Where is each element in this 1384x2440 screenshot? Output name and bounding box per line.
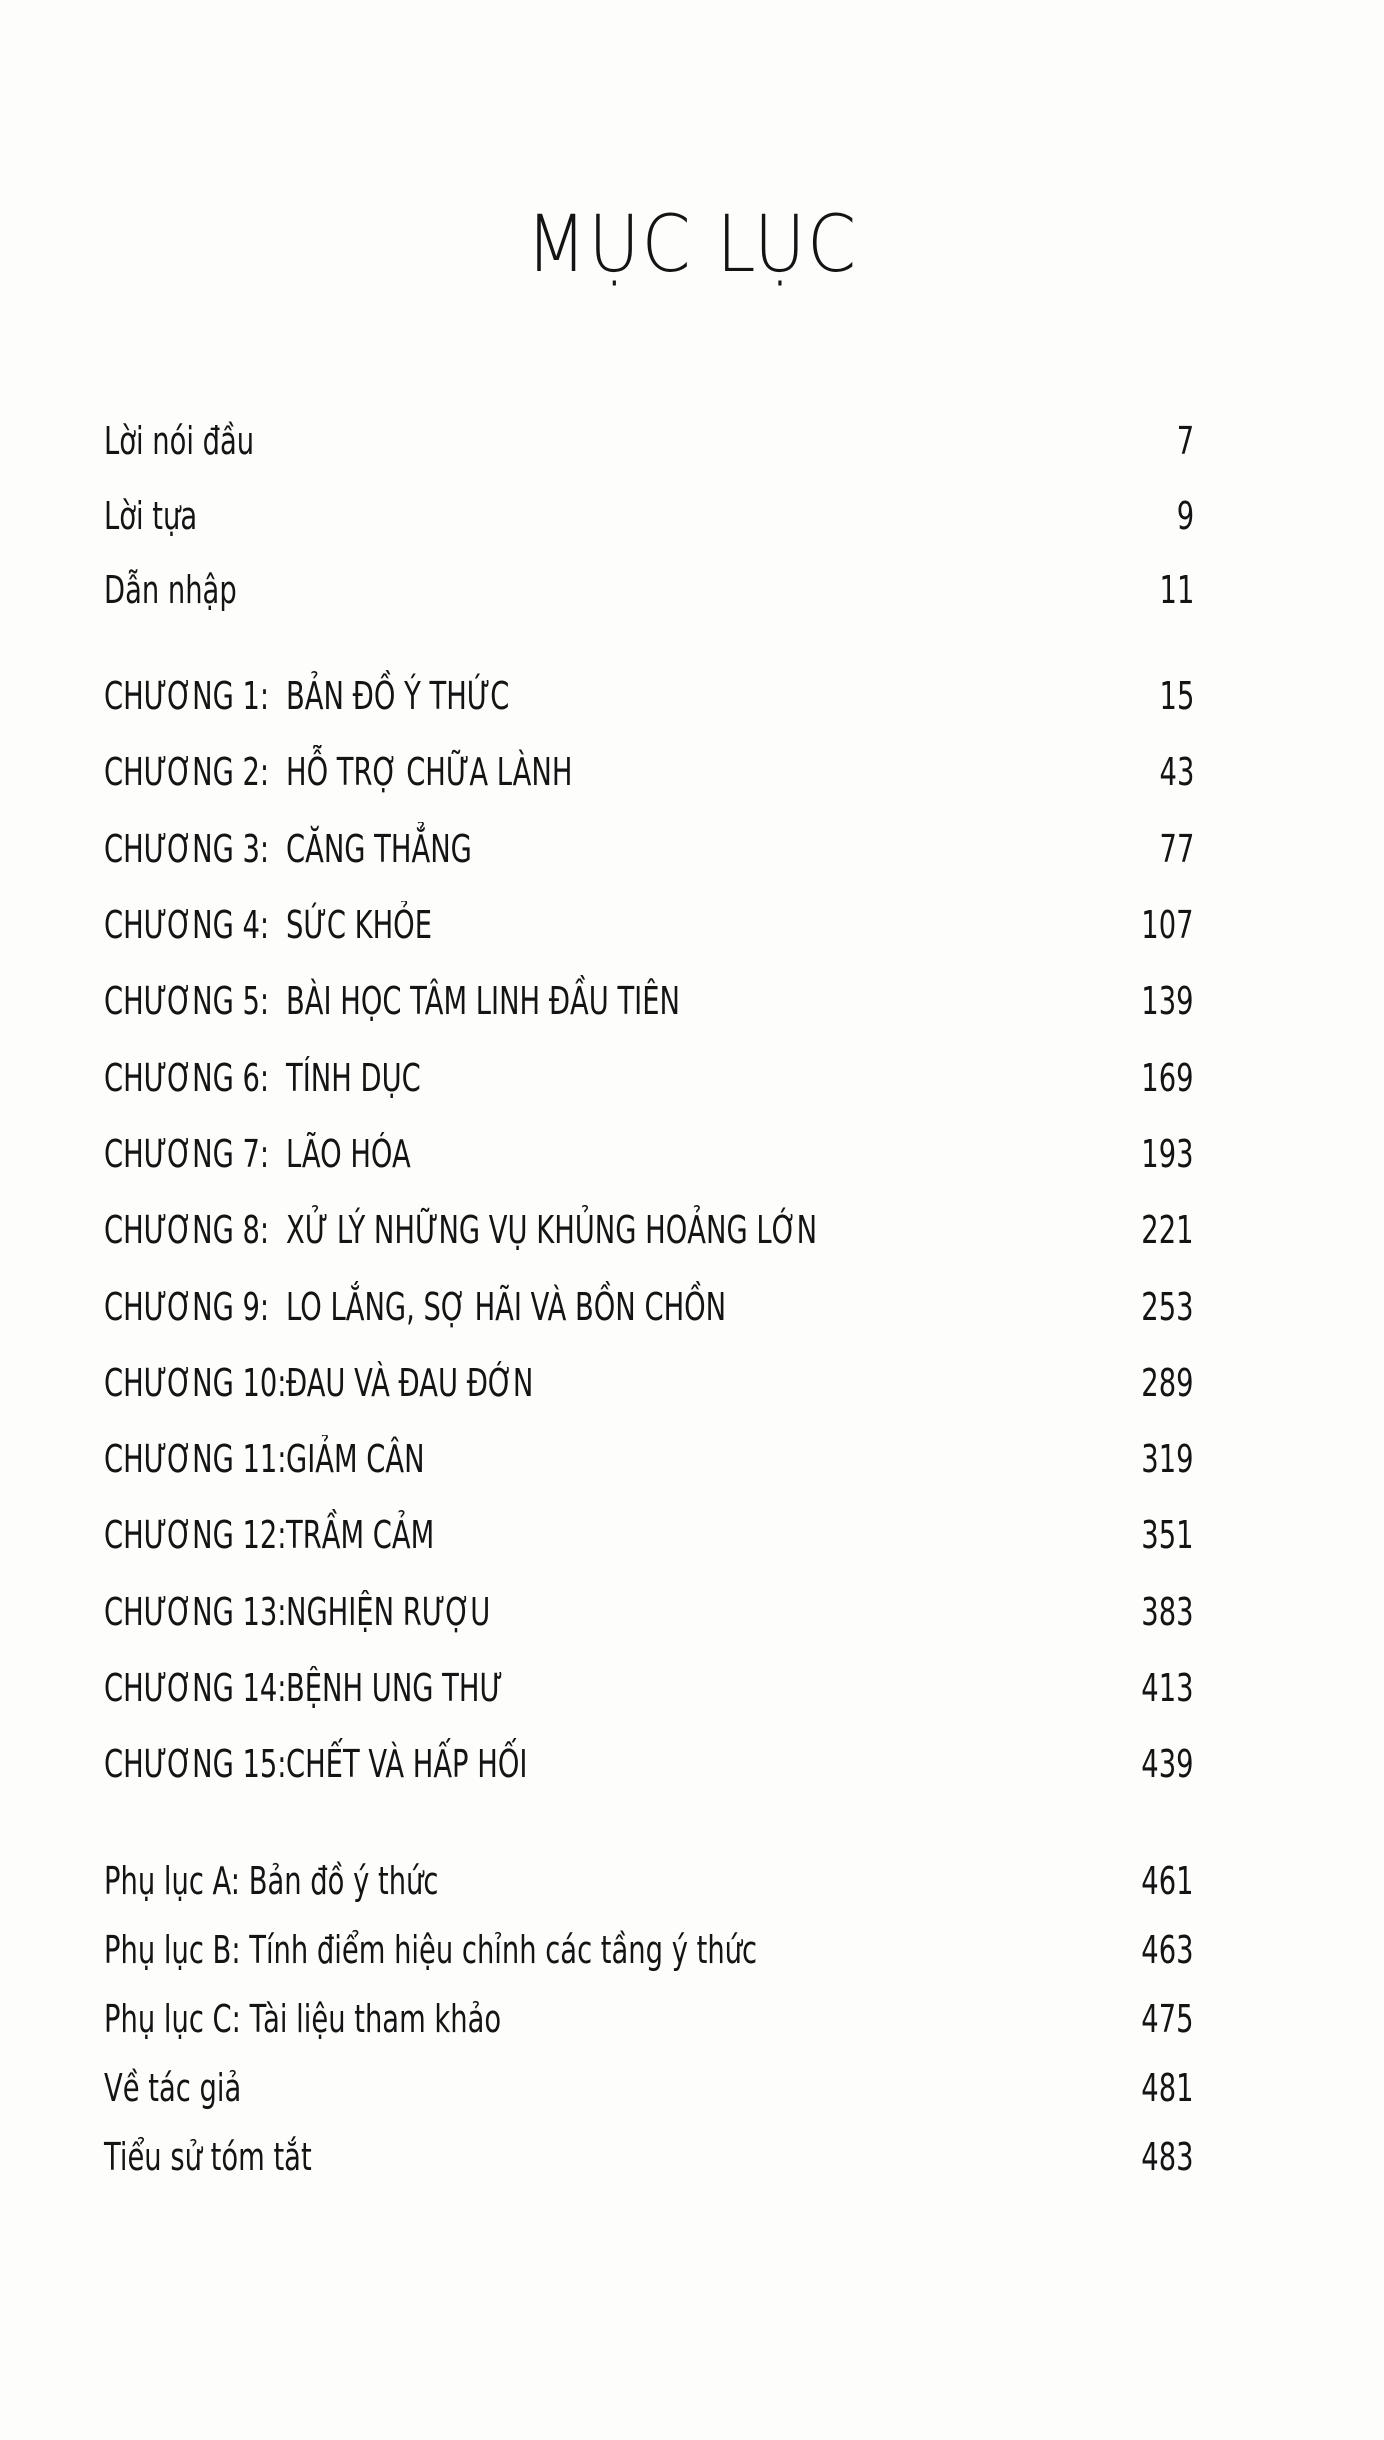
toc-entry[interactable]: Phụ lục A: Bản đồ ý thức 461 [104, 1846, 1194, 1915]
entry-label: Phụ lục C: Tài liệu tham khảo [104, 1996, 502, 2041]
chapter-label: CHƯƠNG 13: [104, 1589, 287, 1634]
entry-page-number: 483 [1141, 2134, 1194, 2179]
chapter-label: CHƯƠNG 1: [104, 674, 270, 719]
entry-page-number: 413 [1141, 1666, 1194, 1710]
entry-page-number: 9 [1176, 493, 1194, 538]
chapter-label: CHƯƠNG 15: [104, 1742, 287, 1787]
entry-page-number: 475 [1141, 1996, 1194, 2041]
chapter-entry[interactable]: CHƯƠNG 12: TRẦM CẢM 351 [104, 1497, 1194, 1573]
chapter-title: ĐAU VÀ ĐAU ĐỚN [286, 1360, 534, 1405]
chapter-title: BẢN ĐỒ Ý THỨC [286, 674, 510, 719]
chapter-title: CHẾT VÀ HẤP HỐI [286, 1742, 528, 1787]
entry-page-number: 289 [1141, 1360, 1194, 1405]
chapter-label: CHƯƠNG 5: [104, 979, 270, 1024]
chapter-title: BỆNH UNG THƯ [286, 1666, 503, 1710]
chapter-entry[interactable]: CHƯƠNG 2: HỖ TRỢ CHỮA LÀNH 43 [104, 734, 1194, 810]
entry-page-number: 107 [1141, 903, 1194, 948]
entry-page-number: 7 [1176, 419, 1194, 464]
chapter-title: TÍNH DỤC [286, 1055, 421, 1100]
chapter-title: XỬ LÝ NHỮNG VỤ KHỦNG HOẢNG LỚN [286, 1208, 818, 1253]
entry-page-number: 439 [1141, 1742, 1194, 1787]
chapter-list: CHƯƠNG 1: BẢN ĐỒ Ý THỨC 15 CHƯƠNG 2: HỖ TRỢ … [104, 658, 1194, 1802]
chapter-entry[interactable]: CHƯƠNG 5: BÀI HỌC TÂM LINH ĐẦU TIÊN 139 [104, 963, 1194, 1039]
chapter-label: CHƯƠNG 8: [104, 1208, 270, 1253]
toc-entry[interactable]: Về tác giả 481 [104, 2053, 1194, 2122]
entry-page-number: 139 [1141, 979, 1194, 1024]
toc-entry[interactable]: Tiểu sử tóm tắt 483 [104, 2122, 1194, 2191]
chapter-label: CHƯƠNG 3: [104, 826, 270, 871]
entry-page-number: 253 [1141, 1284, 1194, 1329]
chapter-entry[interactable]: CHƯƠNG 8: XỬ LÝ NHỮNG VỤ KHỦNG HOẢNG LỚN 2… [104, 1192, 1194, 1268]
entry-label: Phụ lục B: Tính điểm hiệu chỉnh các tầng… [104, 1927, 758, 1972]
entry-label: Tiểu sử tóm tắt [104, 2134, 312, 2179]
entry-label: Phụ lục A: Bản đồ ý thức [104, 1858, 439, 1903]
chapter-label: CHƯƠNG 6: [104, 1055, 270, 1100]
page-title: MỤC LỤC [526, 200, 858, 290]
chapter-title: TRẦM CẢM [286, 1513, 435, 1558]
chapter-label: CHƯƠNG 12: [104, 1513, 287, 1558]
entry-page-number: 11 [1159, 568, 1194, 613]
toc-entry[interactable]: Phụ lục B: Tính điểm hiệu chỉnh các tầng… [104, 1915, 1194, 1984]
chapter-title: GIẢM CÂN [286, 1437, 425, 1482]
entry-page-number: 383 [1141, 1589, 1194, 1634]
chapter-entry[interactable]: CHƯƠNG 11: GIẢM CÂN 319 [104, 1421, 1194, 1497]
entry-page-number: 463 [1141, 1927, 1194, 1972]
entry-page-number: 481 [1141, 2065, 1194, 2110]
entry-page-number: 169 [1141, 1055, 1194, 1100]
chapter-entry[interactable]: CHƯƠNG 6: TÍNH DỤC 169 [104, 1039, 1194, 1115]
entry-label: Về tác giả [104, 2065, 242, 2110]
entry-label: Lời nói đầu [104, 419, 255, 464]
chapter-entry[interactable]: CHƯƠNG 10: ĐAU VÀ ĐAU ĐỚN 289 [104, 1345, 1194, 1421]
chapter-title: LÃO HÓA [286, 1131, 411, 1176]
entry-label: Lời tựa [104, 493, 198, 538]
toc-entry[interactable]: Lời tựa 9 [104, 479, 1194, 554]
entry-page-number: 15 [1159, 674, 1194, 719]
chapter-title: CĂNG THẲNG [286, 826, 472, 871]
chapter-entry[interactable]: CHƯƠNG 9: LO LẮNG, SỢ HÃI VÀ BỒN CHỒN 253 [104, 1268, 1194, 1344]
entry-page-number: 193 [1141, 1131, 1194, 1176]
toc-entry[interactable]: Lời nói đầu 7 [104, 404, 1194, 479]
chapter-title: HỖ TRỢ CHỮA LÀNH [286, 750, 573, 795]
entry-page-number: 43 [1159, 750, 1194, 795]
chapter-entry[interactable]: CHƯƠNG 14: BỆNH UNG THƯ 413 [104, 1650, 1194, 1726]
chapter-title: BÀI HỌC TÂM LINH ĐẦU TIÊN [286, 979, 680, 1024]
front-matter-list: Lời nói đầu 7 Lời tựa 9 Dẫn nhập 11 [104, 404, 1194, 628]
chapter-entry[interactable]: CHƯƠNG 7: LÃO HÓA 193 [104, 1116, 1194, 1192]
entry-label: Dẫn nhập [104, 568, 237, 613]
chapter-title: LO LẮNG, SỢ HÃI VÀ BỒN CHỒN [286, 1284, 727, 1329]
entry-page-number: 351 [1141, 1513, 1194, 1558]
toc-entry[interactable]: Phụ lục C: Tài liệu tham khảo 475 [104, 1984, 1194, 2053]
chapter-entry[interactable]: CHƯƠNG 4: SỨC KHỎE 107 [104, 887, 1194, 963]
chapter-entry[interactable]: CHƯƠNG 3: CĂNG THẲNG 77 [104, 811, 1194, 887]
chapter-entry[interactable]: CHƯƠNG 15: CHẾT VÀ HẤP HỐI 439 [104, 1726, 1194, 1802]
entry-page-number: 461 [1141, 1858, 1194, 1903]
chapter-label: CHƯƠNG 7: [104, 1131, 270, 1176]
back-matter-list: Phụ lục A: Bản đồ ý thức 461 Phụ lục B: Tí… [104, 1846, 1194, 2191]
chapter-entry[interactable]: CHƯƠNG 1: BẢN ĐỒ Ý THỨC 15 [104, 658, 1194, 734]
chapter-entry[interactable]: CHƯƠNG 13: NGHIỆN RƯỢU 383 [104, 1574, 1194, 1650]
chapter-label: CHƯƠNG 4: [104, 903, 270, 948]
chapter-title: NGHIỆN RƯỢU [286, 1589, 491, 1634]
entry-page-number: 319 [1141, 1437, 1194, 1482]
chapter-label: CHƯƠNG 10: [104, 1360, 287, 1405]
chapter-title: SỨC KHỎE [286, 903, 432, 948]
chapter-label: CHƯƠNG 9: [104, 1284, 270, 1329]
entry-page-number: 77 [1159, 826, 1194, 871]
chapter-label: CHƯƠNG 2: [104, 750, 270, 795]
toc-entry[interactable]: Dẫn nhập 11 [104, 553, 1194, 628]
chapter-label: CHƯƠNG 14: [104, 1666, 287, 1710]
chapter-label: CHƯƠNG 11: [104, 1437, 287, 1482]
entry-page-number: 221 [1141, 1208, 1194, 1253]
